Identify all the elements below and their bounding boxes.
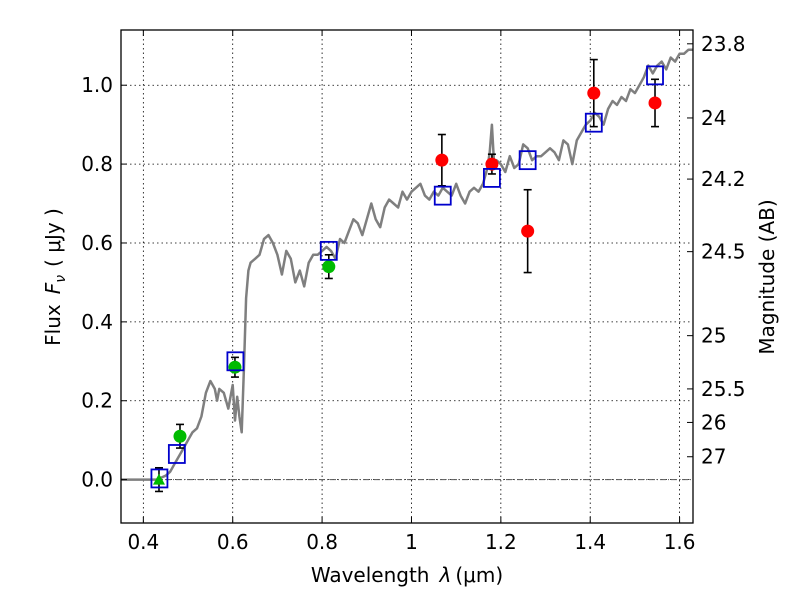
right-tick-label: 23.8 <box>701 32 746 56</box>
model-photometry-box <box>646 65 664 86</box>
red-data-point <box>435 153 449 167</box>
y-tick-label: 0.8 <box>81 152 113 176</box>
x-tick-label: 0.4 <box>127 530 159 554</box>
model-photometry-box <box>167 444 186 464</box>
y-tick-label: 0.4 <box>81 310 113 334</box>
right-tick-label: 25.5 <box>701 377 746 401</box>
x-tick-label: 1.2 <box>485 530 517 554</box>
model-photometry-box <box>483 167 501 188</box>
green-data-point <box>322 260 336 274</box>
x-tick-label: 1.6 <box>664 530 696 554</box>
y-tick-label: 1.0 <box>81 73 113 97</box>
plot-background <box>121 30 693 523</box>
x-tick-label: 1 <box>405 530 418 554</box>
right-tick-label: 27 <box>701 445 726 469</box>
x-axis-label: Wavelength λ (μm) <box>311 563 503 587</box>
red-data-point <box>648 96 662 110</box>
green-data-point <box>228 360 242 374</box>
right-tick-label: 24 <box>701 106 726 130</box>
y-tick-label: 0.6 <box>81 231 113 255</box>
right-tick-label: 24.2 <box>701 167 746 191</box>
model-photometry-box <box>584 112 603 133</box>
y-tick-label: 0.2 <box>81 389 113 413</box>
red-data-point <box>485 157 499 171</box>
x-tick-label: 0.6 <box>217 530 249 554</box>
y-axis-label: FluxFν( μJy ) <box>41 208 69 346</box>
model-photometry-box <box>518 150 537 171</box>
tick-group: 0.4 0.6 0.8 1 1.2 1.4 1.6 0.0 0.2 0.4 0.6 0.8 1.0 23.… <box>81 30 746 554</box>
green-upper-limit-marker <box>152 473 165 485</box>
model-photometry-box <box>319 240 338 261</box>
red-data-point <box>587 86 601 100</box>
right-axis-label: Magnitude (AB) <box>755 199 779 354</box>
model-photometry-box <box>433 185 452 206</box>
x-tick-label: 1.4 <box>574 530 606 554</box>
model-sed-line <box>121 48 693 481</box>
model-photometry-box <box>226 351 245 372</box>
right-tick-label: 25 <box>701 324 726 348</box>
plot-frame <box>120 29 694 524</box>
x-tick-label: 0.8 <box>306 530 338 554</box>
right-tick-label: 26 <box>701 410 726 434</box>
model-group <box>121 48 693 481</box>
red-data-point <box>521 224 535 238</box>
marker-group <box>150 65 664 489</box>
model-photometry-box <box>150 468 169 489</box>
y-tick-label: 0.0 <box>81 468 113 492</box>
green-data-point <box>173 429 187 443</box>
right-tick-label: 24.5 <box>701 240 746 264</box>
